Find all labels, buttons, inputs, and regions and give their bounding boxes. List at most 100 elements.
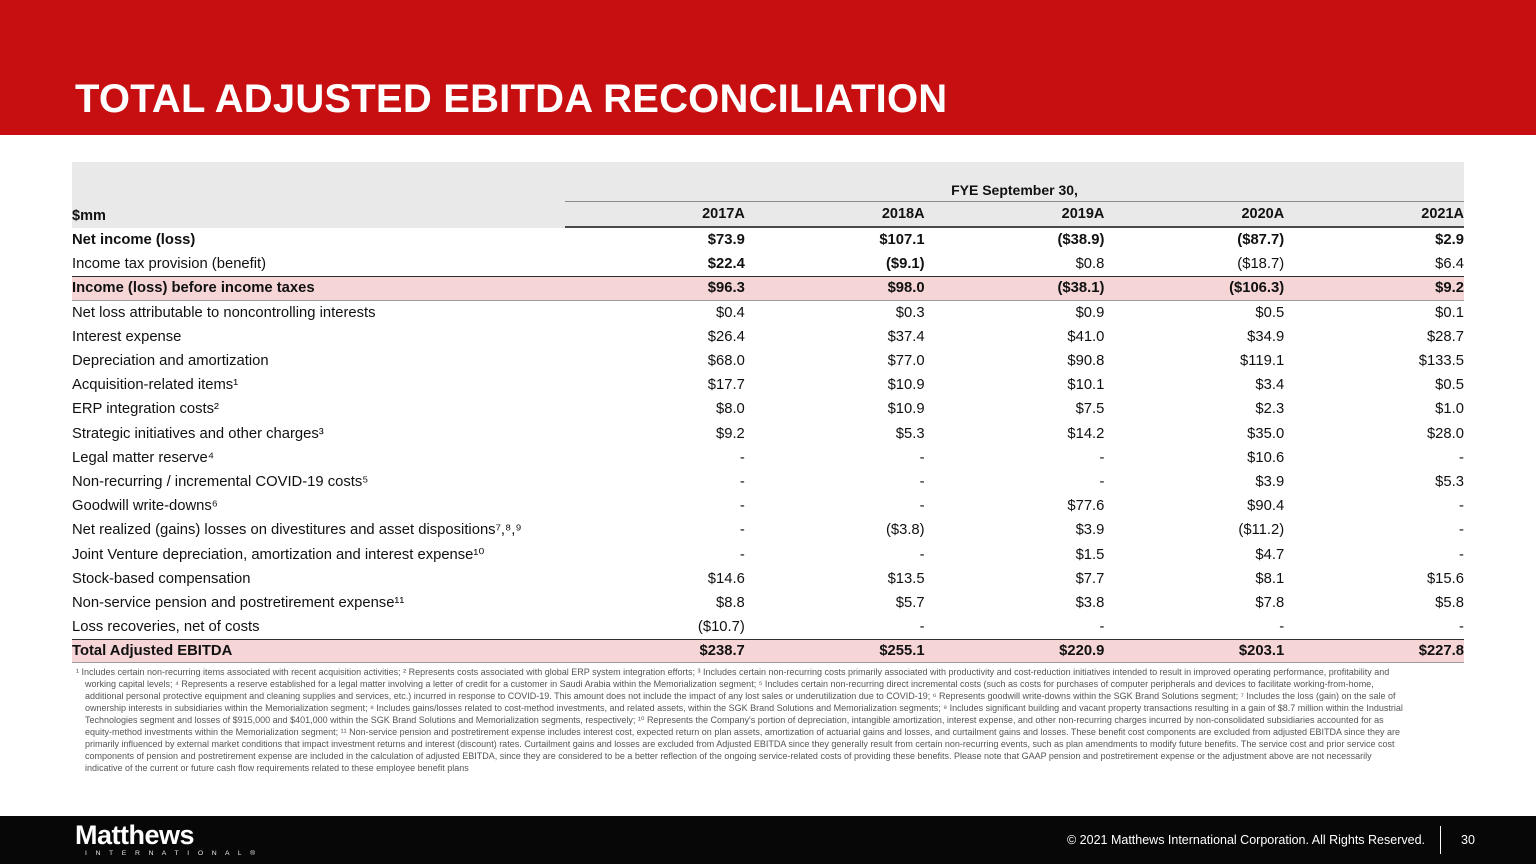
cell-value: - <box>739 473 745 490</box>
cell-value: ($18.7) <box>1237 256 1285 273</box>
row-label: Total Adjusted EBITDA <box>72 643 233 660</box>
cell-value: ($38.9) <box>1057 232 1105 249</box>
table-row: Income (loss) before income taxes $96.3 $9… <box>72 276 1464 301</box>
cell-value: $255.1 <box>879 643 925 660</box>
cell-value: $5.3 <box>1435 473 1464 490</box>
cell-value: - <box>919 546 925 563</box>
table-row: Net loss attributable to noncontrolling … <box>72 301 1464 325</box>
cell-value: - <box>1099 619 1105 636</box>
table-row: Strategic initiatives and other charges³… <box>72 422 1464 446</box>
cell-value: $1.5 <box>1075 546 1105 563</box>
cell-value: $15.6 <box>1426 570 1464 587</box>
column-header: 2021A <box>1421 206 1464 222</box>
footnote-line: components of pension and postretirement… <box>85 751 1372 761</box>
cell-value: $7.8 <box>1255 594 1285 611</box>
cell-value: $28.0 <box>1426 425 1464 442</box>
cell-value: $7.7 <box>1075 570 1105 587</box>
row-label: Acquisition-related items¹ <box>72 377 239 394</box>
footer-right: © 2021 Matthews International Corporatio… <box>1067 816 1480 864</box>
cell-value: $5.3 <box>895 425 925 442</box>
cell-value: $14.6 <box>707 570 745 587</box>
row-label: Interest expense <box>72 328 182 345</box>
table-row: Net realized (gains) losses on divestitu… <box>72 518 1464 542</box>
cell-value: - <box>919 449 925 466</box>
cell-value: $8.8 <box>715 594 745 611</box>
cell-value: $107.1 <box>879 232 925 249</box>
cell-value: $3.8 <box>1075 594 1105 611</box>
footnotes: ¹ Includes certain non-recurring items a… <box>76 666 1468 774</box>
footer-divider <box>1440 826 1441 854</box>
table-row: Acquisition-related items¹ $17.7 $10.9 $10.… <box>72 373 1464 397</box>
row-label: Legal matter reserve⁴ <box>72 449 215 466</box>
table-row: ERP integration costs² $8.0 $10.9 $7.5 $2.3 $… <box>72 397 1464 421</box>
cell-value: $96.3 <box>707 280 745 297</box>
cell-value: $14.2 <box>1067 425 1105 442</box>
cell-value: $8.0 <box>715 401 745 418</box>
cell-value: $0.3 <box>895 304 925 321</box>
cell-value: $0.8 <box>1075 256 1105 273</box>
row-label: Strategic initiatives and other charges³ <box>72 425 324 442</box>
matthews-logo: Matthews I N T E R N A T I O N A L ® <box>75 820 259 858</box>
year-columns: 2017A 2018A 2019A 2020A 2021A <box>565 206 1464 228</box>
cell-value: $17.7 <box>707 377 745 394</box>
cell-value: $37.4 <box>887 328 925 345</box>
cell-value: $5.7 <box>895 594 925 611</box>
cell-value: ($3.8) <box>885 522 925 539</box>
footnote-line: indicative of the current or future cash… <box>85 763 469 773</box>
cell-value: ($87.7) <box>1237 232 1285 249</box>
cell-value: $35.0 <box>1247 425 1285 442</box>
cell-value: $34.9 <box>1247 328 1285 345</box>
table-row: Legal matter reserve⁴ - - - $10.6 - <box>72 446 1464 470</box>
footnote-line: working capital levels; ⁴ Represents a r… <box>85 679 1374 689</box>
row-label: Income (loss) before income taxes <box>72 280 315 297</box>
row-label: Non-recurring / incremental COVID-19 cos… <box>72 473 369 490</box>
row-label: Non-service pension and postretirement e… <box>72 594 405 611</box>
cell-value: - <box>1459 498 1464 515</box>
ebitda-reconciliation-table: FYE September 30, $mm 2017A 2018A 2019A 202… <box>72 162 1464 664</box>
page-title: TOTAL ADJUSTED EBITDA RECONCILIATION <box>75 77 948 121</box>
cell-value: $0.5 <box>1255 304 1285 321</box>
column-header: 2020A <box>1241 206 1285 222</box>
column-header-row: $mm 2017A 2018A 2019A 2020A 2021A <box>72 202 1464 228</box>
cell-value: $77.6 <box>1067 498 1105 515</box>
cell-value: $203.1 <box>1238 643 1285 660</box>
cell-value: - <box>1459 522 1464 539</box>
cell-value: $0.5 <box>1435 377 1464 394</box>
title-banner: TOTAL ADJUSTED EBITDA RECONCILIATION <box>0 0 1536 135</box>
cell-value: - <box>1459 449 1464 466</box>
cell-value: $5.8 <box>1435 594 1464 611</box>
footnote-line: additional personal protective equipment… <box>85 691 1396 701</box>
cell-value: - <box>1459 546 1464 563</box>
row-label: Depreciation and amortization <box>72 353 269 370</box>
cell-value: $2.3 <box>1255 401 1285 418</box>
cell-value: $90.4 <box>1247 498 1285 515</box>
cell-value: $26.4 <box>707 328 745 345</box>
cell-value: $10.9 <box>887 377 925 394</box>
cell-value: $90.8 <box>1067 353 1105 370</box>
cell-value: $10.1 <box>1067 377 1105 394</box>
cell-value: $0.9 <box>1075 304 1105 321</box>
footnote-line: equity-method investments within the Mem… <box>85 727 1401 737</box>
cell-value: $13.5 <box>887 570 925 587</box>
copyright-text: © 2021 Matthews International Corporatio… <box>1066 833 1425 847</box>
logo-wordmark: Matthews <box>75 820 195 850</box>
cell-value: $22.4 <box>707 256 745 273</box>
table-row: Non-service pension and postretirement e… <box>72 591 1464 615</box>
cell-value: ($106.3) <box>1229 280 1285 297</box>
cell-value: $133.5 <box>1418 353 1464 370</box>
cell-value: $6.4 <box>1435 256 1464 273</box>
cell-value: $0.1 <box>1435 304 1464 321</box>
cell-value: $7.5 <box>1075 401 1105 418</box>
cell-value: - <box>739 522 745 539</box>
logo-subtext: I N T E R N A T I O N A L ® <box>85 850 259 857</box>
cell-value: $3.9 <box>1075 522 1105 539</box>
cell-value: - <box>739 449 745 466</box>
table-row: Interest expense $26.4 $37.4 $41.0 $34.9 $28.… <box>72 325 1464 349</box>
cell-value: $98.0 <box>887 280 925 297</box>
row-label: ERP integration costs² <box>72 401 219 418</box>
row-label: Net realized (gains) losses on divestitu… <box>72 522 522 539</box>
cell-value: $3.4 <box>1255 377 1285 394</box>
cell-value: $119.1 <box>1240 353 1285 370</box>
cell-value: $227.8 <box>1418 643 1464 660</box>
cell-value: $2.9 <box>1435 232 1464 249</box>
